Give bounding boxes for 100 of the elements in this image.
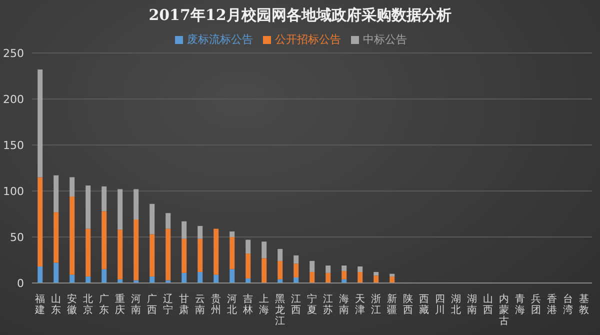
bar <box>390 276 395 283</box>
bar <box>182 221 187 239</box>
y-tick-label: 250 <box>3 46 24 60</box>
bar <box>54 175 59 212</box>
bar <box>86 185 91 229</box>
x-tick-label: 北京 <box>83 293 93 316</box>
x-tick-label: 广西 <box>147 293 157 316</box>
x-tick-label: 湖南 <box>467 293 477 316</box>
y-tick-label: 100 <box>3 184 24 198</box>
bar <box>166 213 171 229</box>
x-tick-label: 河北 <box>227 293 237 316</box>
chart-title: 2017年12月校园网各地域政府采购数据分析 <box>148 5 452 26</box>
x-tick-label: 广东 <box>99 293 109 316</box>
bar <box>262 242 267 258</box>
bar <box>198 238 203 272</box>
bar <box>294 264 299 278</box>
x-tick-label: 河南 <box>131 293 141 316</box>
x-tick-label: 内蒙古 <box>499 293 509 327</box>
x-tick-label: 四川 <box>435 294 445 316</box>
bar <box>310 260 315 272</box>
x-tick-label: 江苏 <box>323 293 333 316</box>
bar <box>102 269 107 283</box>
bar <box>166 280 171 283</box>
x-tick-label: 黑龙江 <box>275 294 285 327</box>
bar <box>390 274 395 277</box>
bar <box>102 211 107 270</box>
bar <box>278 248 283 261</box>
bar <box>54 262 59 283</box>
bar <box>214 228 219 275</box>
bar <box>102 186 107 212</box>
x-tick-label: 台湾 <box>563 293 573 316</box>
bar <box>246 254 251 278</box>
x-tick-label: 陕西 <box>403 293 413 316</box>
x-tick-label: 上海 <box>259 293 269 316</box>
bar <box>310 272 315 283</box>
y-tick-label: 200 <box>3 92 24 106</box>
bar <box>150 234 155 277</box>
legend-label: 废标流标公告 <box>187 33 253 46</box>
bar <box>38 70 43 178</box>
x-tick-label: 香港 <box>547 293 557 316</box>
bar <box>326 266 331 273</box>
y-tick-label: 0 <box>17 276 24 290</box>
bar <box>198 272 203 283</box>
bar <box>358 272 363 283</box>
x-tick-label: 新疆 <box>387 293 397 316</box>
x-tick-label: 安徽 <box>67 293 77 316</box>
bar <box>342 266 347 272</box>
bar <box>54 212 59 263</box>
bar <box>230 231 235 237</box>
bar <box>278 260 283 280</box>
x-tick-label: 辽宁 <box>163 293 173 316</box>
x-tick-label: 甘肃 <box>179 293 189 316</box>
bar <box>294 277 299 283</box>
x-tick-label: 云南 <box>195 294 205 316</box>
x-tick-label: 江西 <box>291 293 301 316</box>
bar <box>182 238 187 273</box>
x-tick-label: 宁夏 <box>307 293 317 316</box>
bar <box>86 276 91 283</box>
bar <box>86 228 91 277</box>
bar <box>374 276 379 283</box>
bar <box>230 237 235 270</box>
bar <box>182 272 187 283</box>
x-tick-label: 吉林 <box>242 293 253 316</box>
bar <box>118 189 123 230</box>
y-tick-label: 50 <box>10 230 24 244</box>
bar <box>230 269 235 283</box>
legend-label: 中标公告 <box>363 33 407 46</box>
x-tick-label: 山东 <box>51 293 61 316</box>
x-tick-label: 贵州 <box>211 293 221 316</box>
x-tick-label: 青海 <box>515 293 525 316</box>
bar <box>38 177 43 266</box>
bar <box>326 272 331 283</box>
bar <box>166 228 171 280</box>
x-tick-label: 重庆 <box>115 293 125 316</box>
bar <box>38 266 43 283</box>
x-tick-label: 湖北 <box>451 293 461 316</box>
bar <box>70 274 75 283</box>
bar <box>134 189 139 220</box>
bar <box>262 258 267 283</box>
bar <box>198 226 203 239</box>
x-tick-label: 浙江 <box>371 293 381 316</box>
bar <box>358 266 363 272</box>
bar <box>70 177 75 197</box>
bar <box>70 196 75 275</box>
bar <box>150 204 155 234</box>
x-tick-label: 福建 <box>34 293 45 316</box>
bar <box>342 271 347 280</box>
bar <box>118 230 123 280</box>
x-tick-label: 海南 <box>339 293 349 316</box>
legend-label: 公开招标公告 <box>275 33 341 46</box>
x-tick-label: 兵团 <box>531 293 541 316</box>
bar <box>246 240 251 254</box>
x-tick-label: 基教 <box>579 293 589 316</box>
bar <box>150 276 155 283</box>
y-tick-label: 150 <box>3 138 24 152</box>
bar <box>374 272 379 276</box>
bar <box>134 280 139 283</box>
x-tick-label: 天津 <box>355 294 365 316</box>
x-tick-label: 西藏 <box>419 294 429 316</box>
x-tick-label: 山西 <box>483 293 493 316</box>
